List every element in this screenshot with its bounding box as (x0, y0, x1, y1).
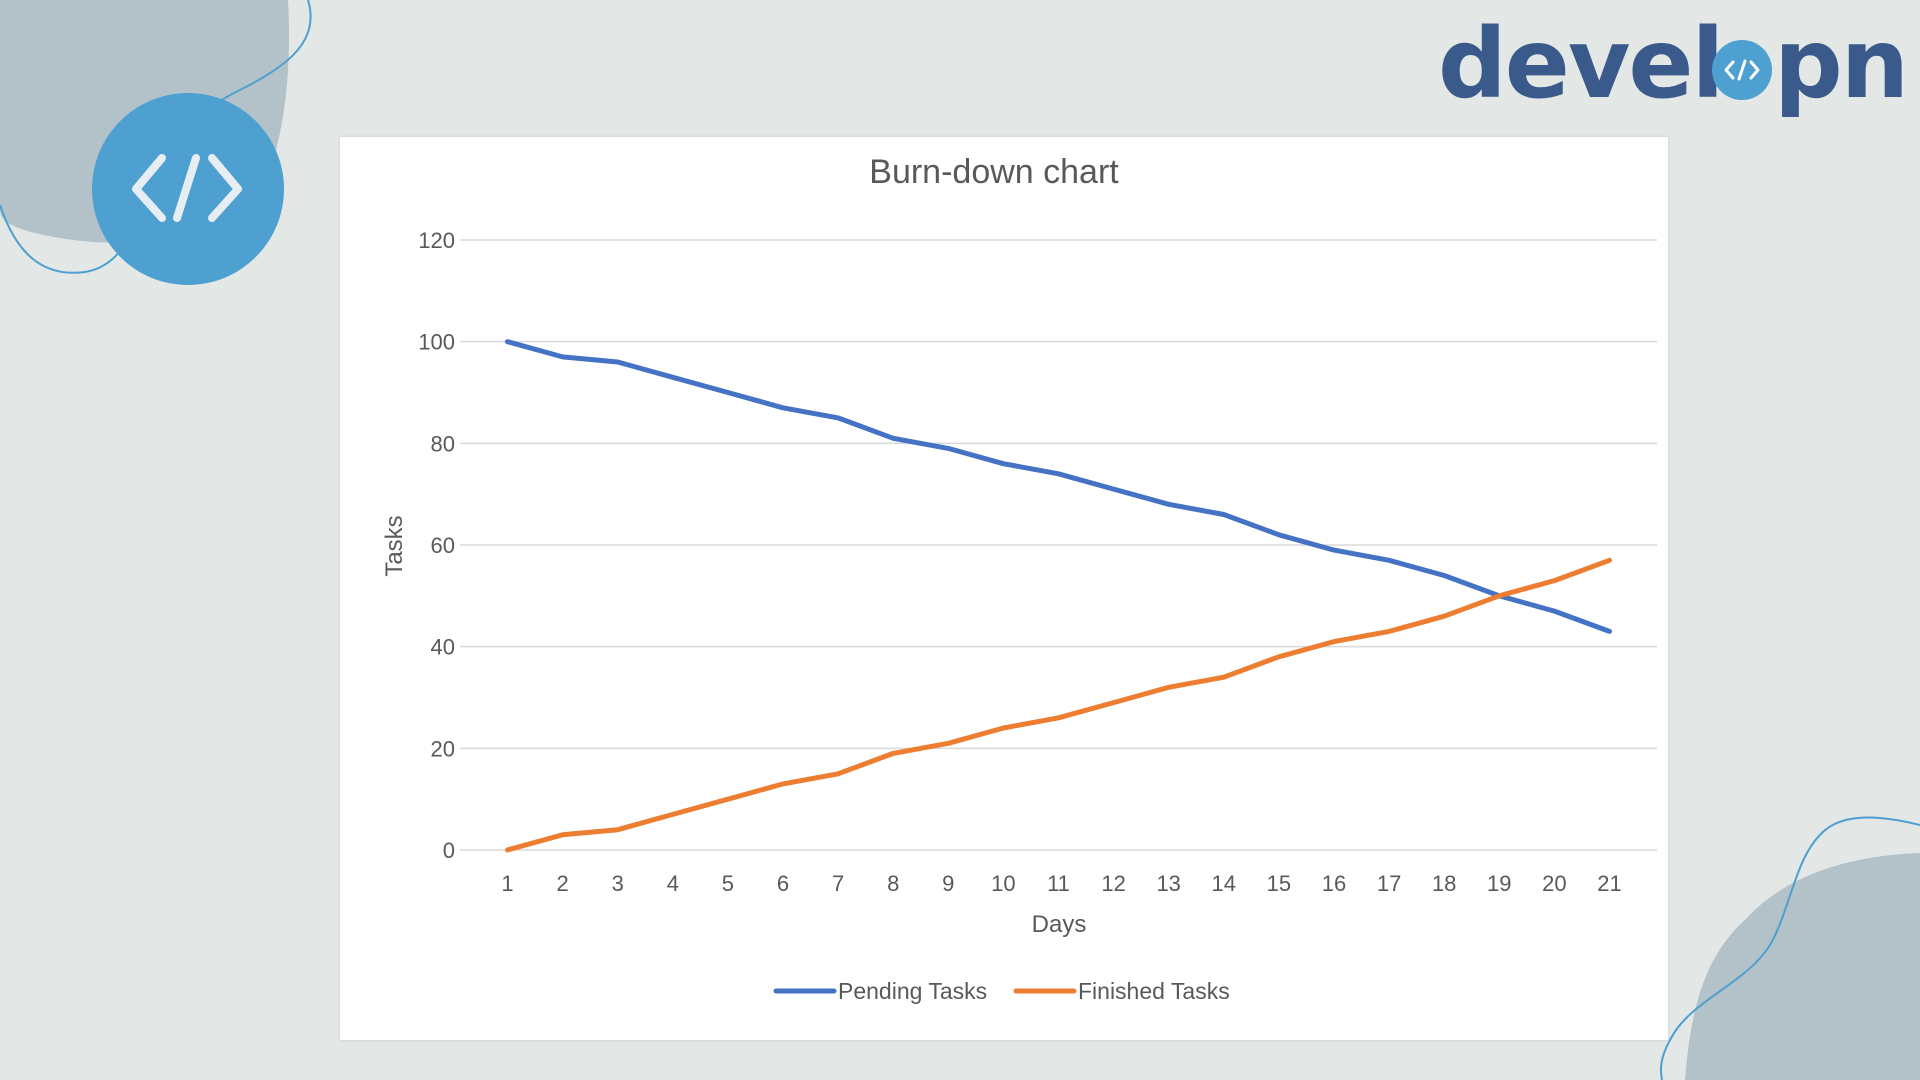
x-tick-label: 20 (1542, 871, 1566, 896)
x-tick-label: 5 (722, 871, 734, 896)
x-tick-label: 14 (1212, 871, 1236, 896)
x-tick-label: 12 (1101, 871, 1125, 896)
brand-name-left: devel (1438, 8, 1722, 120)
x-tick-label: 11 (1047, 871, 1070, 896)
legend-label-finished-tasks: Finished Tasks (1078, 978, 1230, 1004)
y-axis-title: Tasks (381, 515, 408, 576)
y-tick-label: 0 (443, 838, 455, 863)
x-tick-label: 8 (887, 871, 899, 896)
y-tick-label: 40 (431, 635, 455, 660)
x-tick-label: 4 (667, 871, 679, 896)
brand-badge (1712, 40, 1772, 100)
code-brackets-icon (1724, 59, 1760, 81)
x-tick-label: 7 (832, 871, 844, 896)
x-tick-label: 1 (501, 871, 513, 896)
y-axis-ticks: 0 20 40 60 80 100 120 (418, 228, 455, 863)
x-tick-label: 3 (612, 871, 624, 896)
chart-legend: Pending Tasks Finished Tasks (773, 978, 1230, 1004)
x-tick-label: 21 (1597, 871, 1621, 896)
x-tick-label: 2 (557, 871, 569, 896)
pending-tasks-line (505, 339, 1612, 634)
code-brackets-icon (132, 154, 242, 222)
finished-tasks-line (505, 557, 1612, 853)
brand-logo: devel pn (1438, 8, 1909, 120)
x-tick-label: 18 (1432, 871, 1456, 896)
chart-title: Burn-down chart (869, 153, 1119, 191)
bottom-right-blob (1685, 853, 1920, 1080)
y-tick-label: 80 (431, 431, 455, 456)
x-axis-title: Days (1032, 911, 1087, 938)
bottom-right-curve-line (1660, 816, 1920, 1080)
x-tick-label: 10 (991, 871, 1015, 896)
y-tick-label: 20 (431, 736, 455, 761)
y-tick-label: 120 (418, 228, 455, 253)
brand-name-right: pn (1774, 8, 1907, 120)
x-tick-label: 9 (942, 871, 954, 896)
x-tick-label: 6 (777, 871, 789, 896)
legend-label-pending-tasks: Pending Tasks (838, 978, 987, 1004)
chart-series (505, 339, 1612, 853)
x-tick-label: 16 (1322, 871, 1346, 896)
code-badge (92, 93, 284, 285)
chart-gridlines (460, 239, 1657, 851)
x-tick-label: 15 (1267, 871, 1291, 896)
x-tick-label: 19 (1487, 871, 1511, 896)
y-tick-label: 60 (431, 533, 455, 558)
y-tick-label: 100 (418, 330, 455, 355)
x-tick-label: 13 (1156, 871, 1180, 896)
x-tick-label: 17 (1377, 871, 1401, 896)
x-axis-ticks: 1 2 3 4 5 6 7 8 9 10 11 12 13 14 15 16 17 18 19 20 21 (501, 871, 1621, 896)
